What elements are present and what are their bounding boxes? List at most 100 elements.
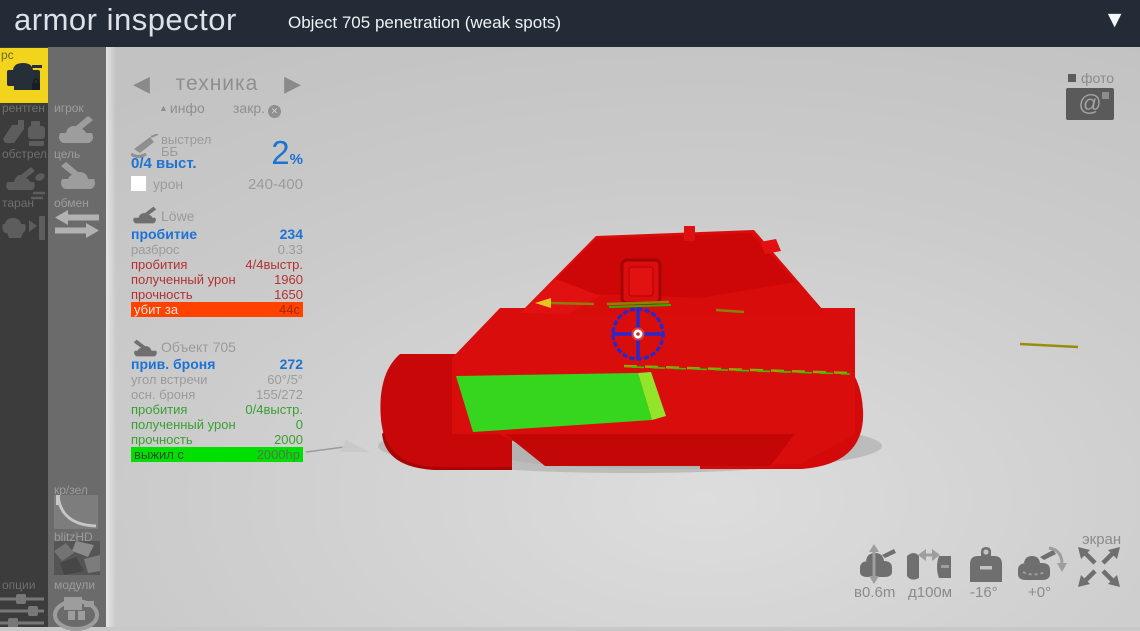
target-section: Объект 705 прив. броня 272 угол встречи 60… [131, 338, 303, 462]
sidebar-item-ram[interactable]: таран [0, 196, 48, 291]
target-tank-icon [61, 162, 95, 189]
sidebar-item-xray[interactable]: рентген [0, 101, 48, 193]
next-vehicle-button[interactable]: ▶ [284, 71, 301, 96]
sidebar-item-player[interactable]: игрок [48, 101, 106, 147]
photo-label: фото [1080, 70, 1114, 86]
camera-dot [1102, 92, 1109, 99]
shots-counter: 0/4 выст. [131, 155, 197, 172]
sidebar-item-label: модули [54, 578, 96, 592]
camera-icon: @ [1066, 88, 1114, 120]
app-title: armor inspector [14, 2, 237, 37]
curve-icon [54, 495, 98, 529]
gun-pitch-control[interactable]: -16° [964, 544, 1008, 601]
sidebar-item-options[interactable]: опции [0, 578, 48, 627]
target-name: Объект 705 [161, 339, 236, 355]
stat-row: угол встречи 60°/5° [131, 372, 303, 387]
pen-chance: 2% [271, 134, 303, 172]
swap-arrows-icon [55, 210, 99, 238]
info-panel: ◀ техника ▶ ▲ инфо закр. ✕ выстрел ББ 0/4 … [131, 70, 303, 462]
sidebar-item-label: игрок [54, 101, 84, 115]
sidebar-item-shelling[interactable]: обстрел [0, 147, 48, 242]
stat-row: полученный урон 0 [131, 417, 303, 432]
sidebar-item-label: обмен [54, 196, 89, 210]
sidebar-item-modules[interactable]: модули [48, 578, 106, 631]
damage-checkbox[interactable] [131, 176, 146, 191]
shot-section-label: выстрел [161, 132, 212, 147]
photo-button[interactable]: фото @ [1066, 70, 1114, 120]
sidebar-item-blitzhd[interactable]: blitzHD [48, 530, 106, 578]
distance-label: д100м [908, 584, 953, 601]
height-label: в0.6m [854, 584, 896, 601]
sidebar-primary: рс рентген обстрел таран [0, 47, 48, 627]
sidebar-item-redgreen[interactable]: кр/зел [48, 483, 106, 531]
damage-range: 240-400 [247, 176, 303, 193]
sidebar-item-target[interactable]: цель [48, 147, 106, 195]
menu-dropdown-icon[interactable]: ▼ [1103, 6, 1126, 32]
stat-row: прив. броня 272 [131, 356, 303, 372]
hull-angle-label: +0° [1028, 584, 1052, 601]
sidebar-item-label: таран [2, 196, 35, 210]
stat-row: прочность 1650 [131, 287, 303, 302]
info-toggle[interactable]: ▲ инфо [159, 100, 205, 116]
close-panel-button[interactable]: закр. ✕ [233, 100, 281, 118]
stat-row: пробития 0/4выстр. [131, 402, 303, 417]
stat-row: осн. броня 155/272 [131, 387, 303, 402]
hull-angle-control[interactable]: +0° [1016, 544, 1068, 601]
sidebar-item-label: кр/зел [54, 483, 88, 497]
stat-row: пробития 4/4выстр. [131, 257, 303, 272]
player-tank-icon [59, 116, 93, 143]
info-toggle-label: инфо [169, 100, 205, 116]
target-tank-icon [133, 339, 157, 357]
vehicle-nav: ◀ техника ▶ [131, 70, 303, 100]
pen-chance-value: 2 [271, 134, 290, 171]
stat-row: полученный урон 1960 [131, 272, 303, 287]
photo-square-icon [1068, 74, 1076, 82]
camo-texture-icon [54, 541, 100, 575]
survive-hp-bar: выжил с 2000hp [131, 447, 303, 462]
sidebar-item-label: обстрел [2, 147, 47, 161]
at-glyph: @ [1078, 90, 1102, 116]
sidebar-item-course[interactable]: рс [0, 48, 48, 103]
tank-icon [7, 63, 42, 90]
page-subtitle: Object 705 penetration (weak spots) [288, 13, 562, 32]
sidebar-item-swap[interactable]: обмен [48, 196, 106, 242]
hull-angle-icon [1018, 546, 1067, 580]
attacker-header: Löwe [131, 205, 303, 227]
sidebar-item-label: цель [54, 147, 81, 161]
stat-row: пробитие 234 [131, 226, 303, 242]
shell-type: ББ [161, 144, 179, 159]
shot-section: выстрел ББ 0/4 выст. 2% урон 240-400 [131, 132, 303, 198]
nav-title: техника [175, 72, 259, 95]
close-label: закр. [232, 100, 265, 116]
sidebar-secondary: игрок цель обмен кр/зел blitzHD [48, 47, 106, 631]
target-header: Объект 705 [131, 338, 303, 357]
tank-height-icon [860, 544, 896, 584]
sliders-icon [0, 594, 44, 627]
sidebar-item-label: рс [1, 48, 14, 62]
height-control[interactable]: в0.6m [852, 544, 900, 601]
close-icon: ✕ [268, 105, 281, 118]
stat-row: разброс 0.33 [131, 242, 303, 257]
attacker-name: Löwe [161, 208, 195, 224]
engine-icon [53, 597, 99, 631]
sidebar-item-label: blitzHD [54, 530, 93, 544]
title-bar: armor inspector Object 705 penetration (… [0, 0, 1140, 47]
kill-time-bar: убит за 44с [131, 302, 303, 317]
sidebar-item-label: опции [2, 578, 36, 592]
prev-vehicle-button[interactable]: ◀ [133, 71, 150, 96]
pen-chance-unit: % [289, 151, 303, 168]
sidebar-item-label: рентген [2, 101, 45, 115]
cannon-icon [131, 134, 159, 158]
gun-pitch-icon [970, 547, 1002, 582]
attacker-tank-icon [133, 206, 157, 224]
ram-icon [2, 216, 45, 240]
distance-control[interactable]: д100м [905, 544, 955, 601]
distance-icon [907, 549, 951, 580]
collapse-triangle-icon: ▲ [159, 103, 168, 113]
shelling-icon [6, 167, 45, 200]
fullscreen-icon [1078, 547, 1120, 587]
stat-row: прочность 2000 [131, 432, 303, 447]
gun-pitch-label: -16° [970, 584, 998, 601]
fullscreen-label: экран [1082, 531, 1122, 548]
